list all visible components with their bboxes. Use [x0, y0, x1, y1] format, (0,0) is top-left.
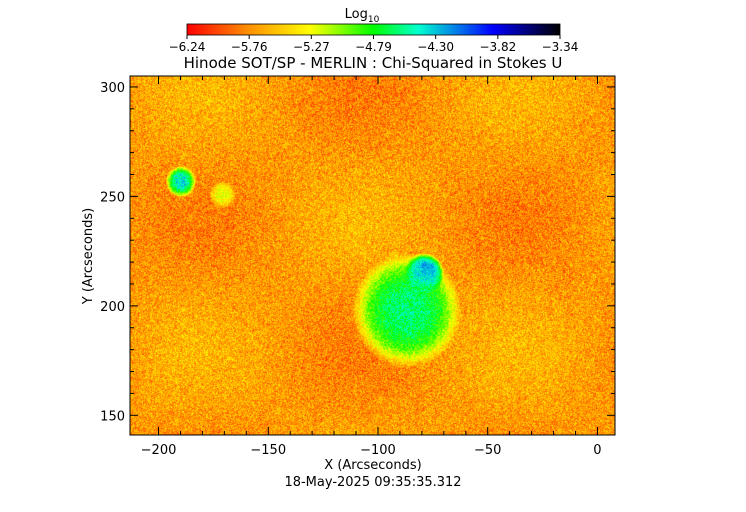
x-tick-label: 0 — [593, 443, 601, 458]
x-tick-label: −50 — [474, 443, 501, 458]
colorbar-title: Log10 — [345, 7, 380, 25]
y-tick-label: 200 — [100, 300, 125, 315]
colorbar-tick-label: −5.76 — [231, 40, 268, 54]
colorbar-tick-label: −4.79 — [355, 40, 392, 54]
plot-area: −200 −150 −100 −50 0 150 200 250 300 — [100, 75, 616, 458]
colorbar-tick-label: −4.30 — [417, 40, 454, 54]
colorbar: Log10 −6.24 −5.76 −5.27 −4.79 −4.30 −3.82 −3.3… — [169, 7, 579, 54]
plot-frame — [129, 75, 616, 436]
heatmap-image — [130, 76, 615, 435]
timestamp: 18-May-2025 09:35:35.312 — [284, 475, 461, 490]
heatmap-image-wrapper — [130, 76, 615, 435]
y-tick-label: 250 — [100, 190, 125, 205]
colorbar-gradient — [186, 23, 561, 36]
x-tick-label: −150 — [250, 443, 286, 458]
y-tick-label: 300 — [100, 81, 125, 96]
y-tick-label: 150 — [100, 409, 125, 424]
x-tick-label: −200 — [141, 443, 177, 458]
axis-ticks: −200 −150 −100 −50 0 150 200 250 300 — [100, 76, 615, 458]
colorbar-tick-label: −3.34 — [542, 40, 579, 54]
chart-title: Hinode SOT/SP - MERLIN : Chi-Squared in … — [184, 54, 563, 72]
y-axis-label: Y (Arcseconds) — [81, 208, 96, 305]
x-tick-label: −100 — [360, 443, 396, 458]
colorbar-tick-label: −6.24 — [169, 40, 206, 54]
colorbar-tick-label: −5.27 — [293, 40, 330, 54]
colorbar-ticks: −6.24 −5.76 −5.27 −4.79 −4.30 −3.82 −3.34 — [169, 35, 579, 54]
colorbar-tick-label: −3.82 — [479, 40, 516, 54]
x-axis-label: X (Arcseconds) — [324, 458, 421, 473]
